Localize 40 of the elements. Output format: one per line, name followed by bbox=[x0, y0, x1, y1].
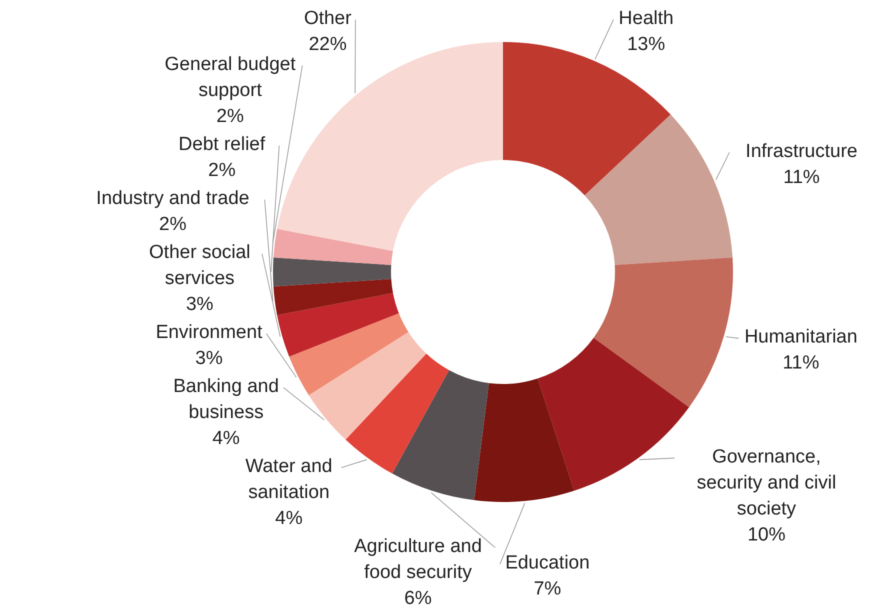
data-label: 3% bbox=[186, 294, 214, 315]
slice-label: Banking and business bbox=[173, 376, 279, 423]
slice-label: Environment bbox=[156, 322, 264, 343]
data-label: 2% bbox=[216, 106, 244, 127]
slice-label: Agriculture and food security bbox=[354, 536, 482, 583]
donut-slice bbox=[392, 370, 489, 500]
data-label: 22% bbox=[308, 34, 347, 55]
slice-label: Other bbox=[304, 8, 352, 29]
slice-label: Governance, security and civil society bbox=[696, 446, 836, 520]
slice-label: Education bbox=[505, 552, 590, 574]
data-label: 2% bbox=[159, 214, 187, 235]
donut-slice bbox=[273, 258, 392, 286]
donut-slice bbox=[273, 279, 393, 316]
donut-slice bbox=[594, 258, 733, 408]
donut-slice bbox=[538, 338, 690, 491]
data-label: 13% bbox=[627, 34, 666, 55]
slice-label: Health bbox=[618, 8, 674, 29]
data-label: 2% bbox=[208, 160, 236, 181]
slice-label: Water and sanitation bbox=[245, 456, 332, 503]
donut-slice bbox=[474, 378, 574, 502]
donut-slice bbox=[273, 228, 393, 265]
data-label: 10% bbox=[747, 524, 786, 546]
slice-label: Other social services bbox=[149, 242, 250, 289]
donut-slice bbox=[584, 114, 733, 265]
slice-label: General budget support bbox=[164, 54, 296, 101]
slice-label: Humanitarian bbox=[744, 326, 858, 348]
data-label: 4% bbox=[212, 428, 240, 449]
slice-label: Debt relief bbox=[178, 134, 266, 155]
data-label: 4% bbox=[275, 508, 303, 529]
data-label: 3% bbox=[195, 348, 223, 369]
slice-label: Infrastructure bbox=[746, 140, 858, 162]
data-label: 7% bbox=[534, 578, 562, 600]
data-label: 11% bbox=[783, 166, 820, 188]
slice-label: Industry and trade bbox=[96, 188, 250, 209]
data-label: 11% bbox=[782, 352, 820, 374]
donut-slice bbox=[346, 354, 450, 474]
donut-slice bbox=[289, 313, 408, 396]
data-label: 6% bbox=[404, 588, 432, 609]
donut-slice bbox=[277, 292, 399, 357]
donut-slice bbox=[308, 332, 426, 440]
